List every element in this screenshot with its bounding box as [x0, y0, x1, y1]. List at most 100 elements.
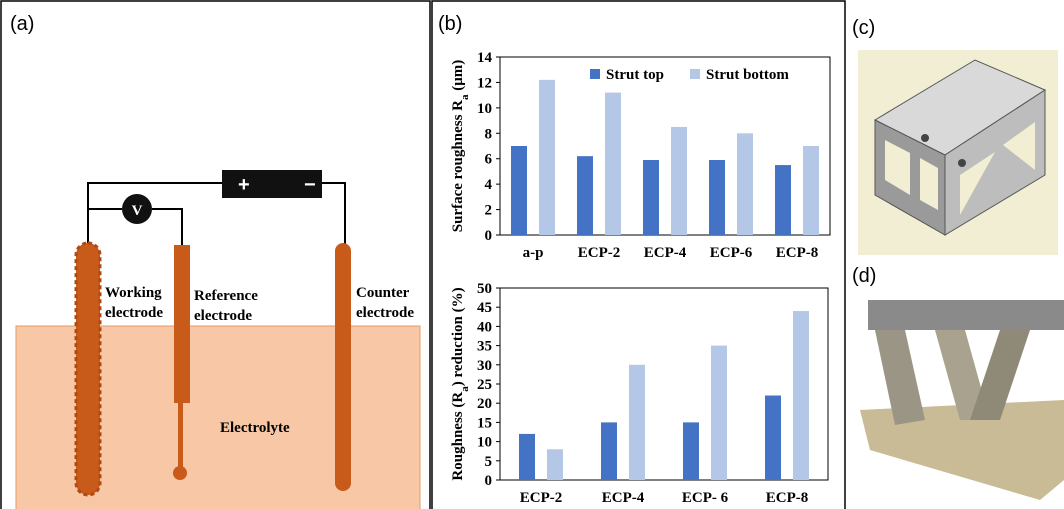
y-axis-label: Surface roughness Ra (μm) [450, 60, 471, 232]
x-tick-label: ECP- 6 [682, 490, 729, 506]
y-axis-label-part: a [459, 94, 471, 100]
bar [711, 345, 727, 480]
y-tick-label: 4 [485, 177, 493, 193]
bar [671, 126, 687, 235]
bar [605, 92, 621, 235]
y-axis-label-part: ) reduction (%) [450, 287, 466, 386]
y-tick-label: 5 [485, 454, 493, 470]
battery-plus: + [238, 174, 250, 196]
x-tick-label: ECP-8 [766, 490, 809, 506]
y-tick-label: 40 [477, 319, 492, 335]
panel-border [0, 0, 431, 509]
y-tick-label: 2 [485, 203, 493, 219]
panel-label: (a) [10, 13, 34, 35]
photo-strut [970, 330, 1030, 420]
window [885, 140, 910, 195]
y-tick-label: 15 [477, 415, 492, 431]
hole [958, 159, 966, 167]
y-tick-label: 20 [477, 396, 492, 412]
panel-border [431, 0, 846, 509]
label: Working [105, 285, 162, 301]
legend-swatch [590, 69, 600, 79]
y-tick-label: 6 [485, 152, 493, 168]
x-tick-label: ECP-4 [644, 245, 687, 261]
cube-right [944, 89, 1046, 236]
panel-label: (b) [438, 13, 462, 35]
x-tick-label: ECP-2 [520, 490, 563, 506]
y-tick-label: 35 [477, 339, 492, 355]
window [1003, 122, 1035, 170]
bar [539, 79, 555, 235]
battery [222, 170, 322, 198]
reference-tip [178, 400, 183, 470]
bar [709, 159, 725, 235]
y-axis-label-part: Surface roughness R [450, 100, 466, 232]
wire [152, 208, 183, 245]
legend-swatch [690, 69, 700, 79]
label: Counter [356, 285, 410, 301]
reference-electrode [174, 245, 190, 403]
y-tick-label: 30 [477, 358, 492, 374]
photo-strut [935, 330, 990, 420]
reference-bulb [173, 466, 187, 480]
x-tick-label: ECP-6 [710, 245, 753, 261]
voltmeter [122, 194, 152, 224]
label: electrode [356, 305, 414, 321]
panel-label: (c) [852, 17, 875, 39]
y-tick-label: 0 [485, 473, 493, 489]
y-tick-label: 12 [477, 75, 492, 91]
bar [629, 364, 645, 480]
voltmeter-label: V [132, 203, 143, 219]
bar [601, 422, 617, 480]
photo-top-plate [868, 300, 1064, 330]
bar [765, 395, 781, 480]
window [960, 152, 995, 215]
bar [793, 311, 809, 480]
bar [737, 133, 753, 235]
bar [511, 146, 527, 235]
x-tick-label: ECP-2 [578, 245, 621, 261]
x-tick-label: a-p [523, 245, 544, 261]
panel-d: (d) [852, 265, 1064, 500]
plot-frame [499, 56, 831, 236]
bar [547, 449, 563, 480]
battery-minus: − [304, 174, 316, 196]
y-tick-label: 14 [477, 50, 493, 66]
counter-electrode [335, 243, 351, 491]
bar [683, 422, 699, 480]
panel-label: (d) [852, 265, 876, 287]
legend-label: Strut top [606, 67, 664, 83]
y-axis-label-part: Roughness (R [450, 392, 466, 481]
working-electrode [74, 241, 102, 497]
legend-label: Strut bottom [706, 67, 789, 83]
x-tick-label: ECP-4 [602, 490, 645, 506]
photo-bottom-plate [860, 400, 1064, 500]
y-tick-label: 45 [477, 300, 492, 316]
panel-b: (b) [431, 0, 846, 509]
y-axis-label-part: (μm) [450, 60, 466, 95]
label: electrode [105, 305, 163, 321]
y-axis-label-part: a [459, 386, 471, 392]
bar [577, 156, 593, 235]
photo-strut [875, 330, 925, 425]
y-tick-label: 10 [477, 101, 492, 117]
y-tick-label: 8 [485, 126, 493, 142]
wire [87, 182, 346, 245]
bar [775, 165, 791, 235]
window [920, 158, 938, 210]
label: Reference [194, 288, 258, 304]
label: Electrolyte [220, 420, 290, 436]
bar [643, 159, 659, 235]
y-tick-label: 0 [485, 228, 493, 244]
y-tick-label: 25 [477, 377, 492, 393]
panel-a: + − V Working electrode Reference electr… [0, 0, 431, 509]
label: electrode [194, 308, 252, 324]
x-tick-label: ECP-8 [776, 245, 819, 261]
bar [803, 146, 819, 235]
hole [921, 134, 929, 142]
y-tick-label: 50 [477, 281, 492, 297]
panel-c: (c) [852, 17, 1058, 255]
y-tick-label: 10 [477, 435, 492, 451]
bar [519, 433, 535, 480]
